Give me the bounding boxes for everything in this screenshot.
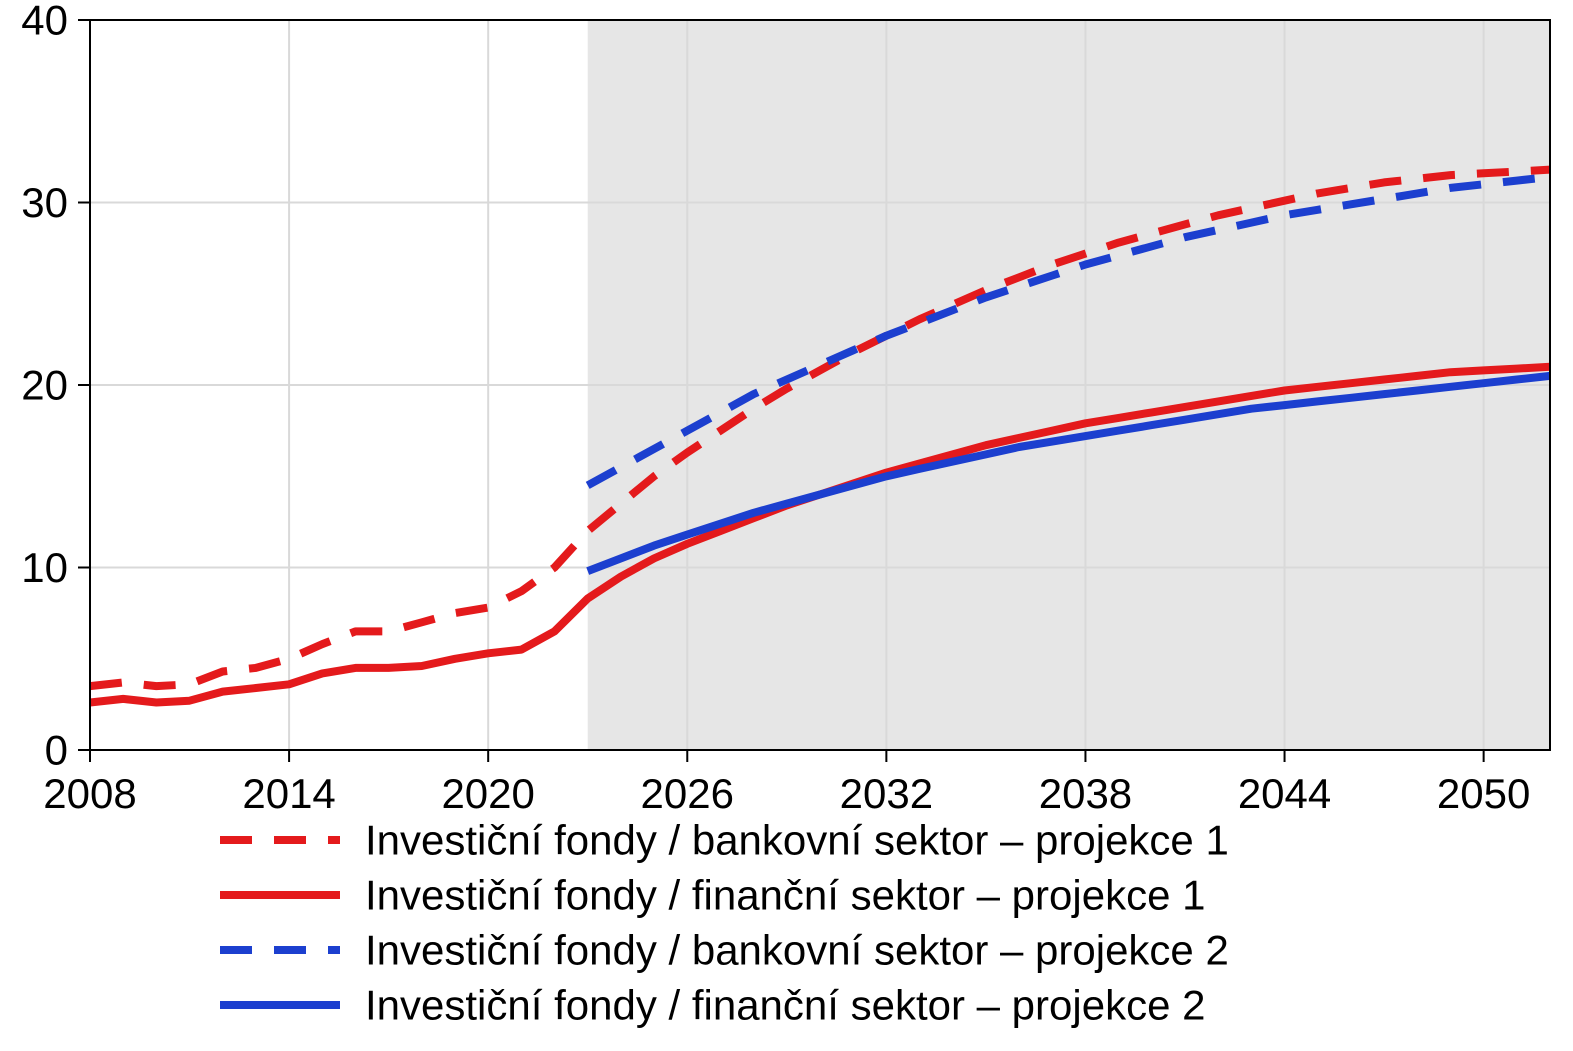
xtick-label: 2026	[641, 770, 734, 817]
chart-container: { "chart": { "type": "line", "width": 15…	[0, 0, 1573, 1051]
xtick-label: 2044	[1238, 770, 1331, 817]
legend-label-bank_p1: Investiční fondy / bankovní sektor – pro…	[365, 817, 1229, 864]
ytick-label: 10	[21, 544, 68, 591]
xtick-label: 2032	[840, 770, 933, 817]
line-chart: 2008 2014 2020 2026 2032 2038 2044 2050 0 10 20 30 4…	[0, 0, 1573, 1051]
xtick-label: 2008	[43, 770, 136, 817]
legend-label-fin_p2: Investiční fondy / finanční sektor – pro…	[365, 982, 1205, 1029]
xtick-label: 2020	[441, 770, 534, 817]
legend-label-fin_p1: Investiční fondy / finanční sektor – pro…	[365, 872, 1205, 919]
legend-label-bank_p2: Investiční fondy / bankovní sektor – pro…	[365, 927, 1229, 974]
xtick-label: 2038	[1039, 770, 1132, 817]
ytick-label: 20	[21, 362, 68, 409]
xtick-label: 2050	[1437, 770, 1530, 817]
ytick-label: 30	[21, 179, 68, 226]
ytick-label: 0	[45, 727, 68, 774]
ytick-label: 40	[21, 0, 68, 44]
xtick-label: 2014	[242, 770, 335, 817]
